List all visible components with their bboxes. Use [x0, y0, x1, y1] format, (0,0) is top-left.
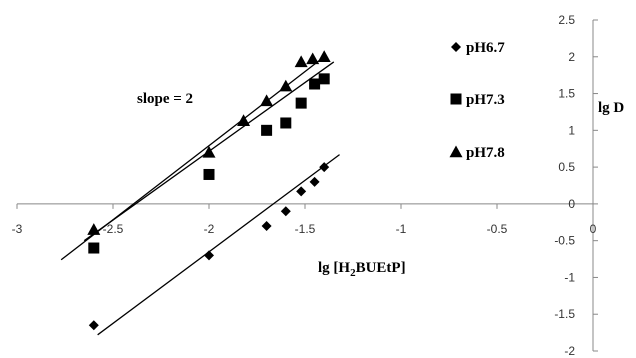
x-axis-label-rest: BUEtP]	[356, 260, 406, 276]
x-tick-label: -0.5	[487, 222, 508, 236]
point-ph67	[296, 186, 307, 197]
data-points	[87, 50, 331, 331]
point-ph73	[261, 124, 273, 136]
legend-label-ph73: pH7.3	[466, 92, 505, 108]
point-ph78	[279, 79, 293, 92]
point-ph73	[295, 97, 307, 109]
point-ph78	[202, 145, 216, 158]
point-ph73	[88, 242, 100, 254]
x-tick-label: 0	[590, 222, 597, 236]
y-tick-label: -0.5	[554, 234, 575, 248]
point-ph67	[319, 162, 330, 173]
x-axis-label-main: lg [H	[318, 260, 350, 276]
y-tick-label: 0	[568, 197, 575, 211]
y-tick-label: 1	[568, 123, 575, 137]
point-ph78	[87, 223, 101, 235]
legend-marker-ph67	[451, 42, 461, 52]
y-tick-label: 2	[568, 50, 575, 64]
point-ph73	[309, 78, 321, 90]
legend-marker-ph73	[450, 93, 462, 105]
y-tick-label: 0.5	[558, 160, 575, 174]
x-axis-label: lg [H2BUEtP]	[318, 260, 406, 279]
point-ph67	[204, 250, 214, 261]
point-ph78	[317, 50, 331, 62]
point-ph78	[260, 94, 274, 107]
point-ph73	[203, 168, 215, 180]
point-ph67	[280, 206, 291, 217]
x-tick-label: -2.5	[103, 222, 124, 236]
y-tick-label: -1	[564, 270, 575, 284]
y-tick-label: -1.5	[554, 307, 575, 321]
legend-marker-ph78	[449, 145, 463, 158]
y-tick-label: -2	[564, 344, 575, 358]
x-tick-label: -1	[396, 222, 407, 236]
point-ph78	[237, 114, 251, 126]
legend-label-ph67: pH6.7	[466, 40, 505, 56]
legend-label-ph78: pH7.8	[466, 145, 505, 161]
x-tick-label: -3	[12, 222, 23, 236]
y-tick-label: 1.5	[558, 87, 575, 101]
point-ph73	[318, 73, 330, 85]
y-tick-label: 2.5	[558, 13, 575, 27]
slope-annotation: slope = 2	[137, 91, 193, 107]
y-axis-label: lg D	[598, 100, 624, 116]
point-ph67	[261, 220, 272, 231]
point-ph67	[88, 320, 99, 331]
x-tick-label: -2	[204, 222, 215, 236]
point-ph67	[309, 176, 320, 187]
x-tick-label: -1.5	[295, 222, 316, 236]
legend: pH6.7 pH7.3 pH7.8	[449, 40, 505, 161]
fit-line-ph67	[97, 154, 340, 336]
point-ph78	[294, 55, 308, 68]
tick-labels: -3 -2.5 -2 -1.5 -1 -0.5 0 -2 -1.5 -1 -0.5 0 0.5 1 1.5 2…	[12, 13, 597, 358]
point-ph73	[280, 117, 292, 129]
point-ph78	[306, 52, 320, 65]
x-axis-label-subscript: 2	[350, 267, 356, 279]
axes	[16, 19, 598, 352]
